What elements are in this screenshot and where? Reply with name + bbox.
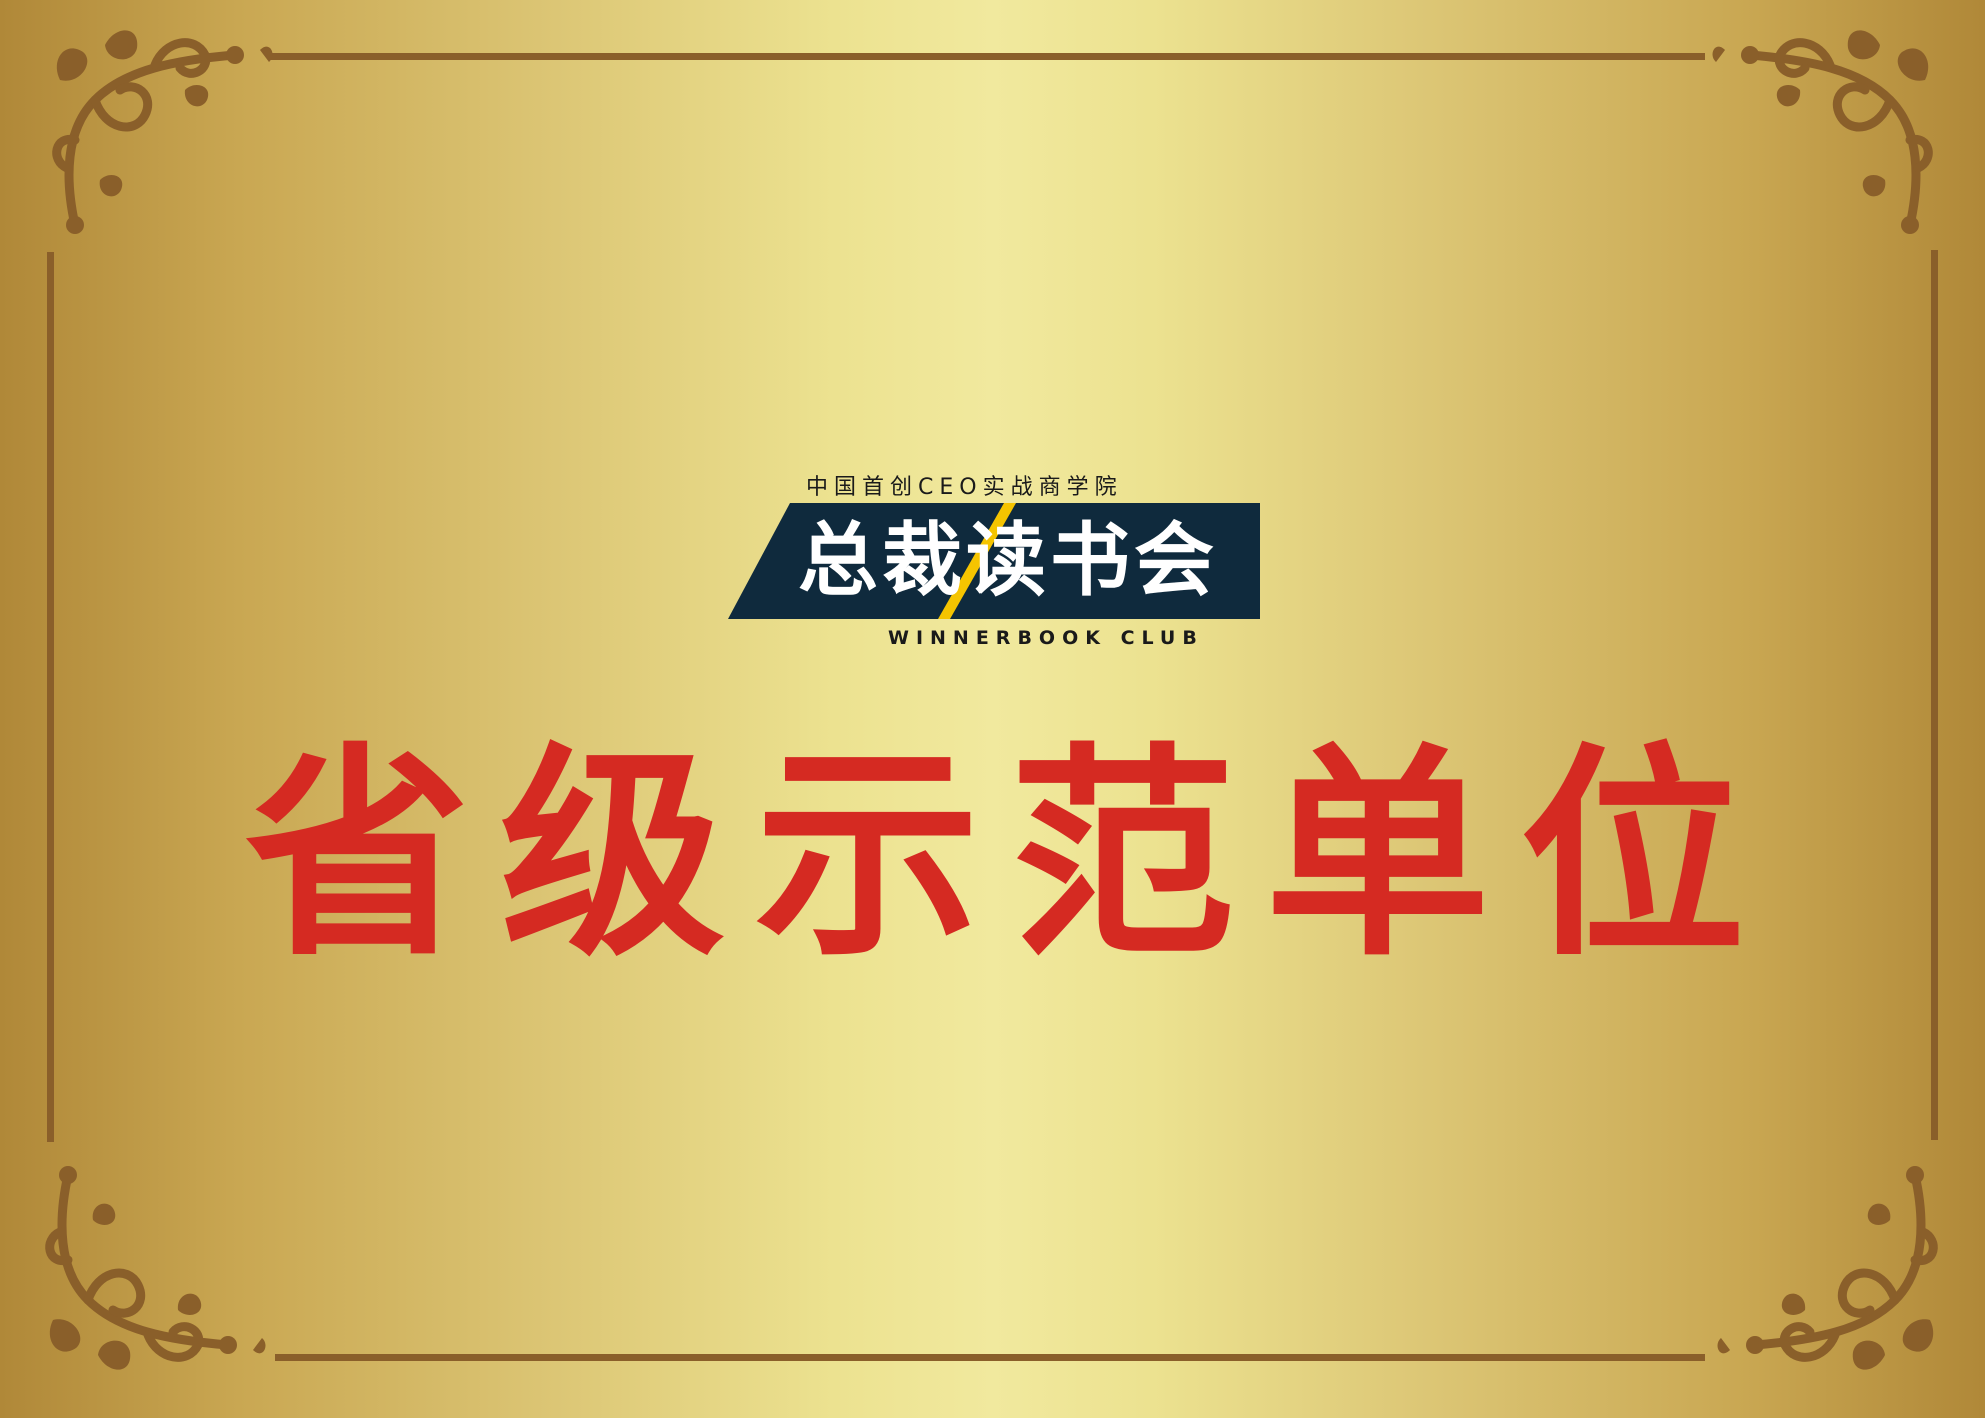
- frame-rule-right: [1931, 250, 1938, 1140]
- corner-ornament-icon: [1717, 1166, 1938, 1370]
- corner-ornament-icon: [45, 1166, 266, 1370]
- club-logo: 中国首创CEO实战商学院 总裁读书会 WINNERBOOK CLUB: [728, 465, 1260, 655]
- logo-tagline: 中国首创CEO实战商学院: [806, 475, 1123, 500]
- logo-name: 总裁读书会: [798, 514, 1218, 607]
- headline-title: 省级示范单位: [245, 723, 1775, 987]
- logo-band: [728, 503, 1260, 619]
- logo-english-name: WINNERBOOK CLUB: [888, 627, 1204, 649]
- corner-ornament-icon: [1712, 30, 1933, 234]
- corner-ornament-icon: [52, 30, 273, 234]
- frame-rule-bottom: [275, 1354, 1705, 1361]
- frame-rule-top: [270, 53, 1705, 60]
- frame-rule-left: [47, 252, 54, 1142]
